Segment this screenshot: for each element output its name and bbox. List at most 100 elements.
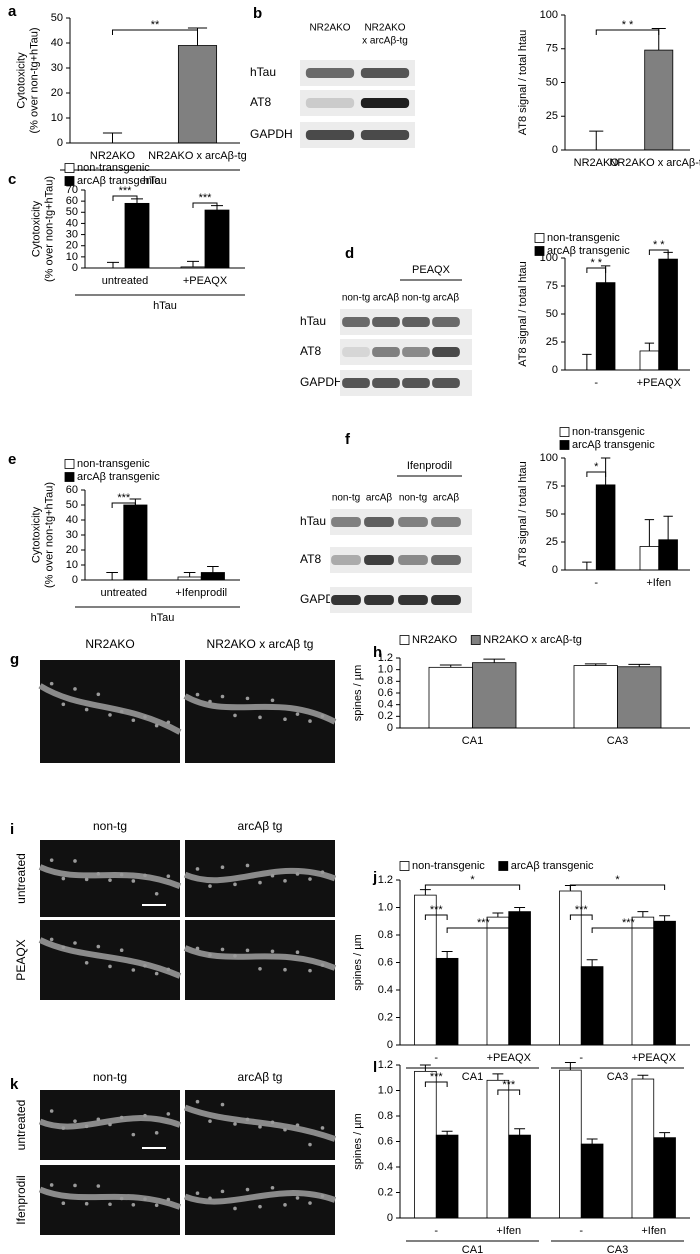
significance-bracket <box>586 267 607 273</box>
spine <box>258 715 262 720</box>
y-tick-label: 70 <box>66 184 78 196</box>
blot-band <box>342 347 370 357</box>
significance-label: * <box>594 461 599 473</box>
significance-label: *** <box>430 1071 444 1083</box>
error-bar <box>637 1074 649 1080</box>
blot-band <box>431 517 461 527</box>
spine <box>154 891 159 896</box>
treatment-label: PEAQX <box>412 264 451 276</box>
legend-label: non-transgenic <box>77 162 150 174</box>
y-axis-label: spines / µm <box>352 1113 364 1169</box>
spine <box>131 718 136 723</box>
y-axis-label: Cytotoxicity <box>30 506 42 563</box>
blot-band <box>364 555 394 565</box>
panel-letter: d <box>345 245 354 262</box>
x-tick-label: NR2AKO <box>90 150 136 162</box>
spine <box>96 944 101 949</box>
panel-letter: e <box>8 451 16 468</box>
spine <box>143 964 147 968</box>
spine <box>233 954 237 958</box>
significance-bracket <box>569 914 593 920</box>
error-bar <box>628 663 651 667</box>
error-bar <box>514 907 526 912</box>
treatment-label: Ifenprodil <box>407 460 452 472</box>
row-label: AT8 <box>300 552 321 566</box>
spine <box>49 858 54 862</box>
bar <box>200 572 225 581</box>
blot-band <box>364 517 394 527</box>
y-tick-label: 0 <box>72 262 78 274</box>
spine <box>108 878 112 882</box>
y-axis-label: AT8 signal / total htau <box>517 461 529 567</box>
y-tick-label: 0 <box>387 1039 393 1051</box>
lane-label: non-tg <box>332 493 360 504</box>
lane-label: non-tg <box>399 493 427 504</box>
spine <box>245 863 250 868</box>
dendrite <box>183 945 337 971</box>
y-tick-label: 1.2 <box>378 1059 393 1071</box>
panel-letter: g <box>10 651 19 668</box>
bar <box>595 282 616 371</box>
bar <box>653 920 676 1046</box>
error-bar <box>564 1061 576 1071</box>
dendrite <box>183 693 337 725</box>
blot-band <box>431 595 461 605</box>
row-label: AT8 <box>250 95 271 109</box>
significance-label: ** <box>151 19 160 31</box>
y-tick-label: 0.6 <box>378 956 393 968</box>
spine <box>166 967 171 972</box>
y-tick-label: 0.6 <box>378 687 393 699</box>
spine <box>96 692 101 697</box>
x-tick-label: - <box>434 1225 438 1237</box>
spine <box>131 968 136 972</box>
y-tick-label: 75 <box>546 43 558 55</box>
x-tick-label: +Ifen <box>641 1225 666 1237</box>
y-tick-label: 0.2 <box>378 1186 393 1198</box>
bar <box>631 916 655 1046</box>
y-tick-label: 100 <box>540 9 558 21</box>
legend-label: non-transgenic <box>572 426 645 438</box>
spine <box>49 1109 54 1113</box>
row-label: untreated <box>14 853 28 904</box>
y-tick-label: 1.0 <box>378 664 393 676</box>
spine <box>49 681 54 686</box>
y-tick-label: 0 <box>57 137 63 149</box>
legend-swatch <box>64 459 75 469</box>
y-axis-label: (% over non-tg+hTau) <box>28 27 40 133</box>
y-tick-label: 30 <box>66 228 78 240</box>
error-bar <box>187 260 199 267</box>
spine <box>270 1120 275 1125</box>
spine <box>245 948 250 953</box>
region-label: CA3 <box>607 1071 628 1083</box>
spine <box>84 961 89 965</box>
y-tick-label: 10 <box>66 559 78 571</box>
blot-band <box>342 378 370 388</box>
bar <box>486 1079 510 1219</box>
y-tick-label: 1.0 <box>378 901 393 913</box>
x-tick-label: untreated <box>101 587 147 599</box>
row-label: PEAQX <box>14 939 28 980</box>
spine <box>283 717 287 722</box>
x-tick-label: +Ifen <box>496 1225 521 1237</box>
y-tick-label: 50 <box>66 206 78 218</box>
blot-band <box>402 347 430 357</box>
spine <box>119 709 124 714</box>
spine <box>220 947 225 952</box>
spine <box>108 1202 112 1207</box>
bar <box>658 258 678 371</box>
significance-label: * * <box>653 239 665 251</box>
y-axis-label: AT8 signal / total htau <box>517 261 529 367</box>
x-tick-label: +PEAQX <box>183 275 228 287</box>
spine <box>119 1196 124 1201</box>
column-label: non-tg <box>93 819 127 833</box>
y-tick-label: 30 <box>51 62 63 74</box>
dendrite <box>183 867 337 884</box>
spine <box>49 937 54 942</box>
y-tick-label: 1.0 <box>378 1084 393 1096</box>
blot-band <box>305 68 355 78</box>
error-bar <box>107 261 119 268</box>
significance-bracket <box>586 471 607 477</box>
bar <box>472 662 517 729</box>
bar <box>428 666 473 729</box>
